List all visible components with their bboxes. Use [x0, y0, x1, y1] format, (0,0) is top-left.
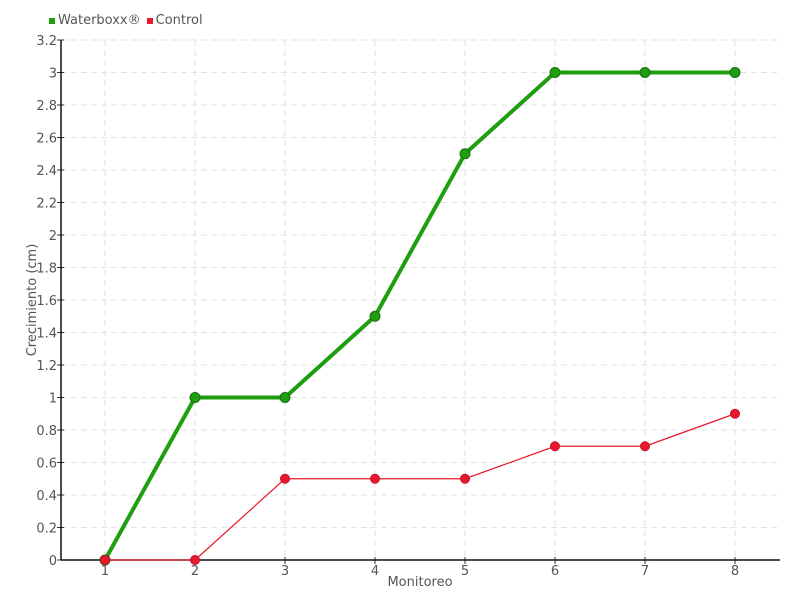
x-tick-label: 1 [101, 564, 109, 579]
data-point-control [370, 473, 380, 484]
series-line-waterboxx [103, 70, 735, 561]
data-point-waterboxx [459, 148, 471, 160]
x-tick-label: 7 [641, 564, 649, 579]
y-tick-label: 2 [49, 229, 57, 244]
y-tick-label: 3.2 [36, 34, 57, 49]
y-tick-label: 2.6 [36, 132, 57, 147]
data-point-waterboxx [549, 67, 561, 78]
data-point-control [190, 555, 200, 565]
grid [61, 39, 780, 560]
legend: Waterboxx® Control [49, 13, 203, 28]
y-tick-label: 1.8 [36, 262, 57, 277]
y-tick-label: 1 [49, 392, 57, 407]
y-tick-label: 0.2 [36, 522, 57, 537]
data-point-control [280, 473, 290, 484]
y-tick-label: 1.6 [36, 294, 57, 309]
data-point-waterboxx [279, 392, 291, 403]
y-tick-label: 3 [49, 67, 57, 82]
legend-label-waterboxx: Waterboxx® [58, 13, 141, 28]
x-tick-label: 2 [191, 564, 199, 579]
x-tick-label: 5 [461, 564, 469, 579]
x-tick-label: 6 [551, 564, 559, 579]
data-point-waterboxx [369, 310, 381, 322]
series-line-control [105, 413, 736, 561]
y-tick-label: 2.8 [36, 99, 57, 114]
y-tick-label: 0 [49, 554, 57, 569]
y-tick-label: 1.2 [36, 359, 57, 374]
y-tick-label: 0.8 [36, 424, 57, 439]
data-point-control [460, 473, 470, 484]
y-tick-label: 2.2 [36, 197, 57, 212]
legend-item-waterboxx[interactable]: Waterboxx® [49, 13, 141, 28]
x-tick-label: 4 [371, 564, 379, 579]
data-point-waterboxx [189, 392, 201, 403]
x-tick-label: 8 [731, 564, 739, 579]
data-point-control [550, 441, 560, 452]
y-axis-label: Crecimiento (cm) [25, 244, 40, 357]
y-tick-label: 0.6 [36, 457, 57, 472]
data-point-control [640, 441, 650, 452]
y-tick-label: 0.4 [36, 489, 57, 504]
legend-label-control: Control [155, 13, 203, 28]
data-point-control [730, 408, 740, 419]
data-point-waterboxx [729, 67, 741, 78]
y-tick-label: 2.4 [36, 164, 57, 179]
x-tick-label: 3 [281, 564, 289, 579]
series [99, 67, 741, 566]
axes: 0 0.2 0.4 0.6 0.8 1 1.2 1.4 1.6 1.8 2 2.2 2.4 2.6 2.8 3… [36, 34, 780, 579]
legend-swatch-waterboxx [49, 17, 55, 24]
data-point-waterboxx [639, 67, 651, 78]
x-axis-label: Monitoreo [387, 575, 452, 590]
legend-item-control[interactable]: Control [146, 13, 203, 28]
legend-swatch-control [146, 17, 153, 24]
y-tick-label: 1.4 [36, 327, 57, 342]
data-point-control [100, 555, 110, 565]
